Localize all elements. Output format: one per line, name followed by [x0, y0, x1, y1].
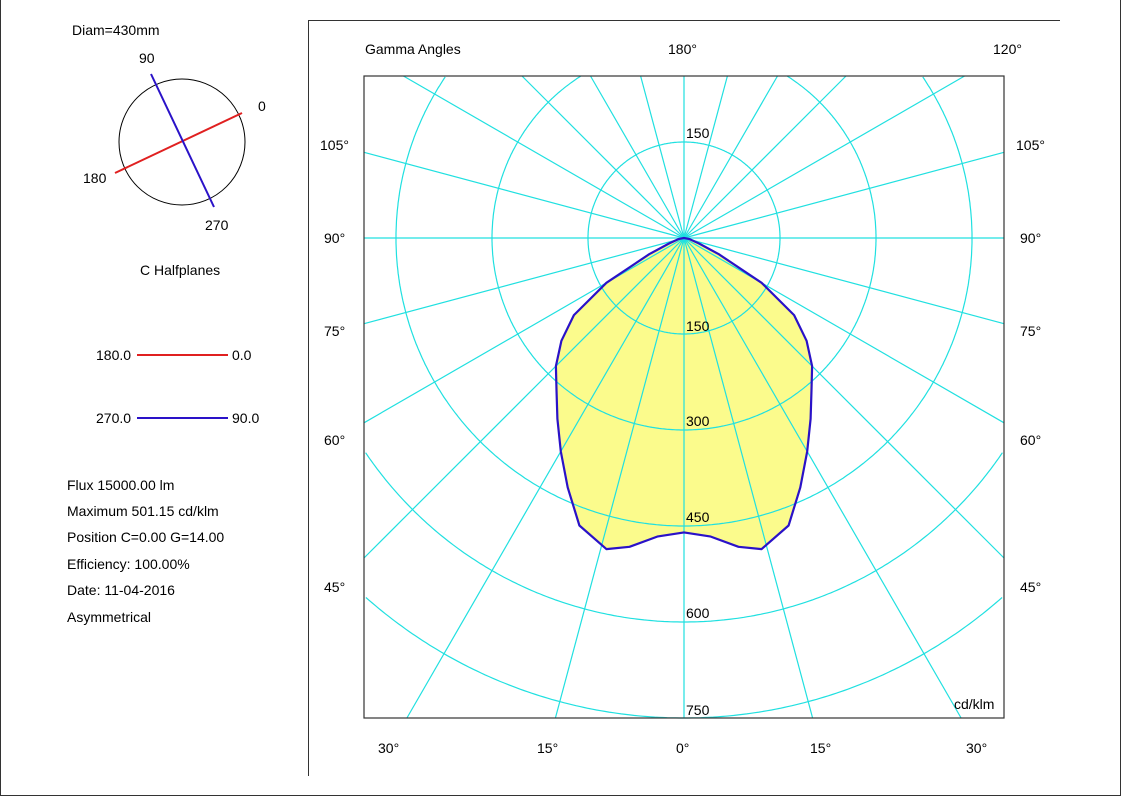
angle-label-left-90: 90° [324, 230, 346, 246]
grid-spoke [403, 75, 685, 239]
grid-ring [684, 75, 877, 431]
legend-to-2: 90.0 [232, 410, 260, 426]
grid-ring [684, 76, 973, 527]
halfplanes-title: C Halfplanes [140, 262, 221, 278]
luminaire-circle [118, 78, 246, 206]
legend-from-1: 180.0 [96, 347, 132, 363]
angle-label-bottom-15-right: 15° [810, 740, 832, 756]
intensity-curve [554, 236, 814, 551]
plot-box [363, 75, 1005, 719]
grid-ring [365, 452, 684, 623]
angle-label-top-180: 180° [668, 41, 697, 57]
angle-label-right-105: 105° [1016, 137, 1045, 153]
c180-label: 180 [83, 170, 107, 186]
grid-ring [684, 597, 1003, 719]
grid-ring [491, 75, 684, 431]
angle-label-right-60: 60° [1020, 432, 1042, 448]
ring-label-150: 150 [686, 318, 710, 334]
ring-label-750: 750 [686, 702, 710, 718]
chart-frame [308, 20, 1060, 776]
angle-label-left-75: 75° [324, 323, 346, 339]
angle-label-left-45: 45° [324, 579, 346, 595]
grid-ring [365, 597, 684, 719]
c270-label: 270 [205, 217, 229, 233]
grid-spoke [521, 75, 685, 239]
grid-ring [684, 452, 1003, 623]
ring-label-300: 300 [686, 413, 710, 429]
grid-spoke [683, 75, 965, 239]
diameter-label: Diam=430mm [72, 22, 160, 38]
grid-spoke [406, 237, 685, 719]
legend-to-1: 0.0 [232, 347, 252, 363]
info-date: Date: 11-04-2016 [67, 582, 175, 598]
info-efficiency: Efficiency: 100.00% [67, 556, 190, 572]
c0-c180-line [114, 112, 243, 174]
info-maximum: Maximum 501.15 cd/klm [67, 503, 219, 519]
grid-spoke [363, 151, 685, 239]
info-flux: Flux 15000.00 lm [67, 477, 175, 493]
info-position: Position C=0.00 G=14.00 [67, 529, 225, 545]
grid-spoke [554, 237, 685, 719]
grid-spoke [683, 75, 779, 239]
angle-label-right-75: 75° [1020, 323, 1042, 339]
grid-spoke [589, 75, 685, 239]
intensity-curve-group [554, 236, 814, 551]
ring-label-150-top: 150 [686, 125, 710, 141]
angle-label-left-105: 105° [320, 137, 349, 153]
c90-c270-line [150, 73, 215, 208]
angle-label-bottom-30-left: 30° [378, 740, 400, 756]
chart-title: Gamma Angles [365, 41, 461, 57]
grid-spoke [363, 237, 685, 424]
angle-label-top-120: 120° [993, 41, 1022, 57]
grid-spoke [683, 151, 1005, 239]
grid-spoke [363, 237, 685, 325]
c0-label: 0 [258, 98, 266, 114]
grid-spoke [683, 237, 1005, 559]
angle-label-bottom-30-right: 30° [966, 740, 988, 756]
ring-label-450: 450 [686, 509, 710, 525]
grid-spoke [683, 237, 1005, 325]
legend-from-2: 270.0 [96, 410, 132, 426]
c90-label: 90 [139, 50, 155, 66]
grid-spoke [640, 75, 685, 239]
angle-label-left-60: 60° [324, 432, 346, 448]
halfplane-diagram [114, 73, 246, 208]
grid-spoke [683, 75, 847, 239]
grid-spoke [683, 237, 814, 719]
polar-grid [363, 75, 1005, 719]
angle-label-right-45: 45° [1020, 579, 1042, 595]
unit-label: cd/klm [954, 696, 995, 712]
grid-spoke [683, 237, 962, 719]
grid-spoke [363, 237, 685, 559]
grid-spoke [683, 237, 1005, 424]
angle-label-bottom-0: 0° [676, 740, 690, 756]
info-symmetry: Asymmetrical [67, 609, 152, 625]
grid-spoke [683, 75, 728, 239]
ring-label-600: 600 [686, 605, 710, 621]
angle-label-right-90: 90° [1020, 230, 1042, 246]
grid-ring [395, 76, 684, 527]
angle-label-bottom-15-left: 15° [537, 740, 559, 756]
